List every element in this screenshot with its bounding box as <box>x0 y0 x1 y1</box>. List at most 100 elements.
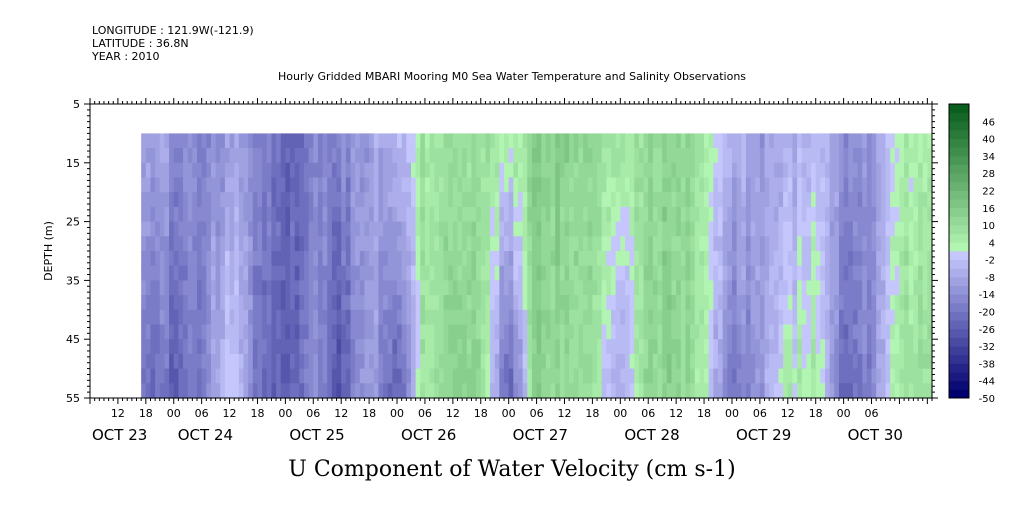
heatmap-cell <box>745 353 752 370</box>
heatmap-cell <box>420 280 426 296</box>
heatmap-cell <box>718 383 724 399</box>
heatmap-cell <box>745 383 752 399</box>
heatmap-cell <box>862 251 868 267</box>
heatmap-cell <box>322 339 328 355</box>
heatmap-cell <box>555 177 561 193</box>
heatmap-cell <box>276 133 282 149</box>
heatmap-cell <box>704 236 710 252</box>
heatmap-cell <box>811 309 817 326</box>
heatmap-cell <box>294 309 300 326</box>
heatmap-cell <box>471 206 477 223</box>
heatmap-cell <box>885 280 891 296</box>
heatmap-cell <box>248 353 254 370</box>
heatmap-cell <box>894 236 901 252</box>
heatmap-cell <box>397 236 403 252</box>
heatmap-cell <box>927 368 933 384</box>
heatmap-cell <box>759 236 766 252</box>
heatmap-cell <box>397 148 403 164</box>
heatmap-cell <box>829 339 835 355</box>
heatmap-cell <box>471 280 477 296</box>
x-hour-label: 06 <box>753 407 767 420</box>
heatmap-cell <box>308 251 314 267</box>
heatmap-cell <box>243 383 249 399</box>
heatmap-cell <box>764 295 770 311</box>
heatmap-cell <box>410 236 417 252</box>
heatmap-cell <box>713 148 719 164</box>
heatmap-cell <box>243 280 249 296</box>
heatmap-cell <box>699 148 705 164</box>
heatmap-cell <box>852 206 859 223</box>
heatmap-cell <box>866 368 873 384</box>
heatmap-cell <box>657 221 663 237</box>
heatmap-cell <box>243 221 249 237</box>
heatmap-cell <box>308 133 314 149</box>
heatmap-cell <box>424 206 431 223</box>
heatmap-cell <box>420 295 426 311</box>
heatmap-cell <box>806 206 812 223</box>
heatmap-cell <box>862 324 868 340</box>
heatmap-cell <box>169 309 175 326</box>
heatmap-cell <box>392 368 398 384</box>
heatmap-cell <box>894 383 901 399</box>
heatmap-cell <box>708 162 714 179</box>
heatmap-cell <box>745 206 752 223</box>
heatmap-cell <box>731 368 738 384</box>
heatmap-cell <box>801 368 807 384</box>
heatmap-cell <box>317 206 324 223</box>
heatmap-cell <box>783 251 789 267</box>
heatmap-cell <box>387 206 393 223</box>
heatmap-cell <box>178 324 184 340</box>
heatmap-cell <box>769 265 775 281</box>
heatmap-cell <box>504 280 510 296</box>
heatmap-cell <box>504 192 510 208</box>
heatmap-cell <box>252 265 259 281</box>
heatmap-cell <box>471 148 477 164</box>
heatmap-cell <box>927 280 933 296</box>
heatmap-cell <box>615 295 621 311</box>
heatmap-cell <box>183 339 189 355</box>
heatmap-cell <box>350 309 356 326</box>
heatmap-cell <box>676 339 682 355</box>
x-hour-label: 00 <box>837 407 851 420</box>
heatmap-cell <box>885 177 891 193</box>
heatmap-cell <box>457 148 463 164</box>
heatmap-cell <box>545 309 552 326</box>
heatmap-cell <box>922 177 928 193</box>
heatmap-cell <box>392 162 398 179</box>
heatmap-cell <box>913 295 919 311</box>
heatmap-cell <box>597 192 603 208</box>
heatmap-cell <box>755 309 761 326</box>
heatmap-cell <box>615 192 621 208</box>
heatmap-cell <box>606 133 612 149</box>
heatmap-cell <box>764 162 770 179</box>
heatmap-cell <box>201 280 207 296</box>
heatmap-cell <box>220 368 226 384</box>
heatmap-cell <box>638 295 645 311</box>
heatmap-cell <box>843 383 849 399</box>
heatmap-cell <box>378 368 384 384</box>
heatmap-cell <box>927 133 933 149</box>
heatmap-cell <box>271 221 277 237</box>
heatmap-cell <box>308 324 314 340</box>
heatmap-cell <box>541 148 547 164</box>
heatmap-cell <box>401 309 407 326</box>
heatmap-cell <box>499 221 505 237</box>
heatmap-cell <box>699 353 705 370</box>
heatmap-cell <box>666 251 673 267</box>
heatmap-cell <box>857 236 863 252</box>
heatmap-cell <box>745 309 752 326</box>
heatmap-cell <box>871 236 877 252</box>
heatmap-cell <box>276 206 282 223</box>
heatmap-cell <box>266 309 273 326</box>
heatmap-cell <box>504 236 510 252</box>
heatmap-cell <box>773 251 780 267</box>
heatmap-cell <box>257 206 263 223</box>
heatmap-cell <box>159 162 166 179</box>
heatmap-cell <box>815 353 821 370</box>
heatmap-cell <box>173 133 179 149</box>
x-date-label: OCT 30 <box>848 426 903 444</box>
heatmap-cell <box>234 368 240 384</box>
heatmap-cell <box>322 133 328 149</box>
heatmap-cell <box>178 353 184 370</box>
heatmap-cell <box>857 324 863 340</box>
